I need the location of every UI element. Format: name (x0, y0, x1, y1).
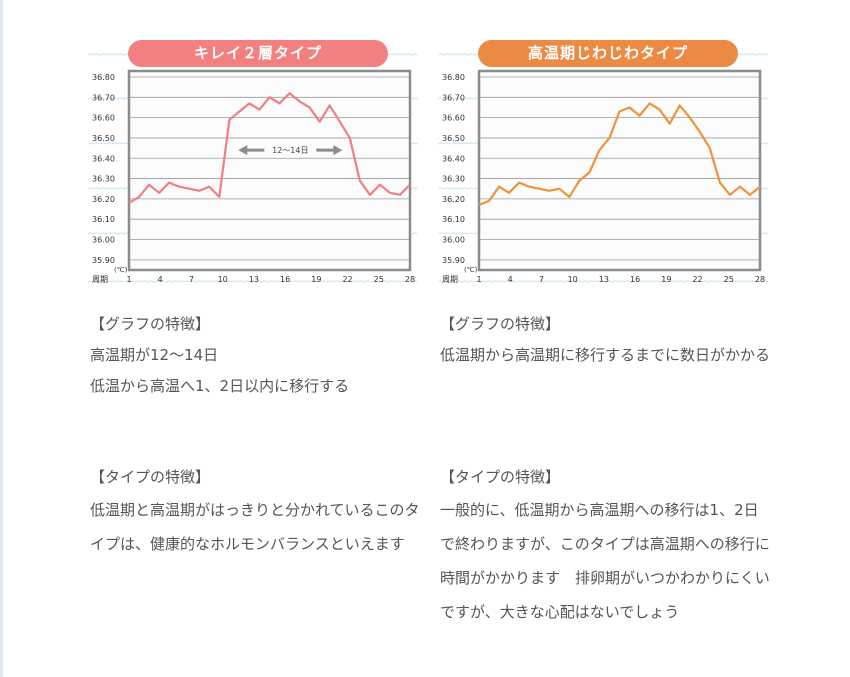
x-tick-label: 1 (126, 275, 131, 284)
y-tick-label: 36.50 (92, 134, 115, 143)
y-tick-label: 36.30 (92, 175, 115, 184)
x-tick-label: 7 (539, 275, 544, 284)
x-tick-label: 28 (755, 275, 765, 284)
graph-features-heading: 【グラフの特徴】 (440, 315, 561, 333)
x-tick-label: 19 (311, 275, 321, 284)
x-tick-label: 7 (189, 275, 194, 284)
chart-panel-kirei: 36.80 36.70 36.60 36.50 36.40 36.30 36.20 36.10… (88, 36, 418, 288)
left-border (0, 0, 3, 677)
x-tick-label: 22 (342, 275, 352, 284)
y-tick-label: 36.50 (442, 134, 465, 143)
y-tick-label: 36.40 (92, 154, 115, 163)
y-unit-label: (℃) (114, 266, 128, 274)
type-features-heading: 【タイプの特徴】 (440, 468, 561, 486)
y-tick-label: 36.20 (442, 195, 465, 204)
x-tick-label: 19 (661, 275, 671, 284)
y-tick-label: 36.40 (442, 154, 465, 163)
graph-features-text: 低温期から高温期に移行するまでに数日がかかる (440, 346, 771, 364)
x-tick-label: 13 (599, 275, 609, 284)
x-tick-label: 16 (630, 275, 640, 284)
right-graph-features: 【グラフの特徴】 低温期から高温期に移行するまでに数日がかかる (440, 309, 775, 371)
y-tick-label: 36.10 (442, 215, 465, 224)
annotation-label-bg (264, 144, 317, 157)
chart-title: 高温期じわじわタイプ (478, 40, 738, 67)
y-tick-label: 36.30 (442, 175, 465, 184)
x-tick-label: 13 (249, 275, 259, 284)
chart-title: キレイ２層タイプ (128, 40, 388, 67)
x-tick-label: 4 (158, 275, 163, 284)
x-tick-label: 16 (280, 275, 290, 284)
wave-decoration (438, 280, 768, 283)
annotation-label: 12〜14日 (272, 146, 308, 155)
left-graph-features: 【グラフの特徴】 高温期が12〜14日 低温から高温へ1、2日以内に移行する (90, 309, 420, 402)
y-tick-label: 36.00 (442, 236, 465, 245)
x-tick-label: 10 (218, 275, 228, 284)
x-axis-label: 周期 (442, 275, 458, 284)
y-tick-label: 36.20 (92, 195, 115, 204)
x-tick-label: 28 (405, 275, 415, 284)
x-axis-label: 周期 (92, 275, 108, 284)
type-features-text: 一般的に、低温期から高温期への移行は1、2日で終わりますが、このタイプは高温期へ… (440, 501, 770, 621)
wave-decoration (88, 280, 418, 283)
left-type-features: 【タイプの特徴】 低温期と高温期がはっきりと分かれているこのタイプは、健康的なホ… (90, 462, 420, 561)
x-tick-label: 10 (568, 275, 578, 284)
graph-features-line: 低温から高温へ1、2日以内に移行する (90, 377, 350, 395)
graph-features-line: 高温期が12〜14日 (90, 346, 219, 364)
chart-jiwajiwa: 36.80 36.70 36.60 36.50 36.40 36.30 36.20 36.10… (438, 53, 768, 284)
plot-border (127, 69, 412, 272)
x-tick-label: 25 (374, 275, 384, 284)
y-tick-label: 36.10 (92, 215, 115, 224)
y-tick-label: 36.60 (92, 114, 115, 123)
plot-area (129, 71, 410, 270)
plot-border (477, 69, 762, 272)
y-tick-label: 35.90 (442, 256, 465, 265)
y-tick-label: 36.60 (442, 114, 465, 123)
y-tick-label: 35.90 (92, 256, 115, 265)
x-tick-label: 4 (508, 275, 513, 284)
y-tick-label: 36.70 (442, 93, 465, 102)
x-tick-label: 22 (692, 275, 702, 284)
y-tick-label: 36.70 (92, 93, 115, 102)
annotation-arrow-head (333, 145, 343, 156)
chart-kirei: 36.80 36.70 36.60 36.50 36.40 36.30 36.20 36.10… (88, 53, 418, 284)
annotation-arrow-head (238, 145, 248, 156)
series-line (128, 92, 411, 204)
x-tick-label: 1 (476, 275, 481, 284)
type-features-heading: 【タイプの特徴】 (90, 468, 211, 486)
y-tick-label: 36.00 (92, 236, 115, 245)
y-tick-label: 36.80 (442, 73, 465, 82)
chart-panel-jiwajiwa: 36.80 36.70 36.60 36.50 36.40 36.30 36.20 36.10… (438, 36, 768, 288)
plot-area (479, 71, 760, 270)
y-tick-label: 36.80 (92, 73, 115, 82)
graph-features-heading: 【グラフの特徴】 (90, 315, 211, 333)
right-type-features: 【タイプの特徴】 一般的に、低温期から高温期への移行は1、2日で終わりますが、こ… (440, 462, 772, 629)
series-line (478, 102, 761, 207)
type-features-text: 低温期と高温期がはっきりと分かれているこのタイプは、健康的なホルモンバランスとい… (90, 501, 420, 553)
y-unit-label: (℃) (464, 266, 478, 274)
x-tick-label: 25 (724, 275, 734, 284)
